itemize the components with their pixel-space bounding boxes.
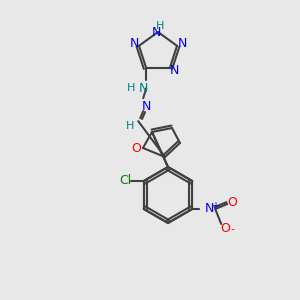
Text: N: N	[177, 37, 187, 50]
Text: N: N	[129, 37, 139, 50]
Text: O: O	[131, 142, 141, 154]
Text: N: N	[170, 64, 179, 77]
Text: Cl: Cl	[120, 175, 132, 188]
Text: N: N	[142, 100, 151, 113]
Text: N: N	[151, 26, 161, 38]
Text: N: N	[205, 202, 214, 215]
Text: O: O	[220, 223, 230, 236]
Text: H: H	[126, 121, 134, 131]
Text: -: -	[230, 224, 234, 234]
Text: +: +	[211, 201, 219, 211]
Text: O: O	[227, 196, 237, 208]
Text: H: H	[127, 83, 135, 93]
Text: H: H	[156, 21, 164, 31]
Text: N: N	[139, 82, 148, 95]
